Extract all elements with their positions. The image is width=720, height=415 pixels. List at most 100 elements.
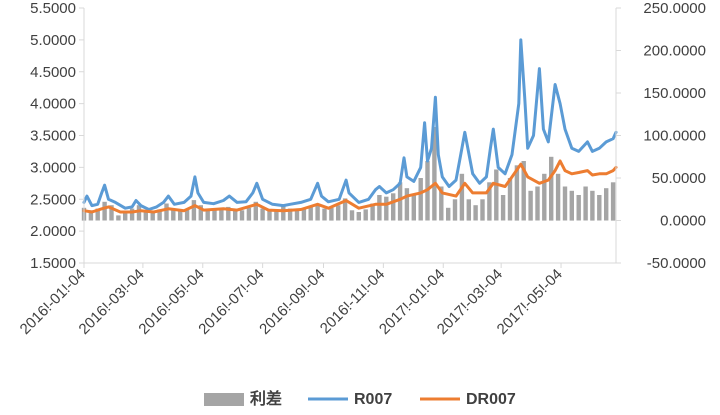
spread-bar bbox=[391, 193, 396, 221]
spread-bar bbox=[123, 212, 128, 221]
spread-bar bbox=[329, 207, 334, 221]
line-series-group bbox=[82, 38, 618, 214]
spread-bar bbox=[363, 209, 368, 221]
spread-bar bbox=[432, 127, 437, 221]
spread-bar bbox=[411, 195, 416, 221]
spread-bar bbox=[233, 209, 238, 221]
spread-bar bbox=[322, 208, 327, 221]
spread-bar bbox=[549, 156, 554, 221]
spread-bar bbox=[281, 206, 286, 221]
y-right-tick-label: 50.0000 bbox=[652, 170, 706, 187]
spread-bar bbox=[446, 207, 451, 221]
spread-bar bbox=[239, 210, 245, 221]
bar-series-spread bbox=[81, 127, 616, 221]
y-right-tick-label: 150.0000 bbox=[643, 85, 706, 102]
spread-bar bbox=[336, 205, 341, 221]
spread-bar bbox=[604, 188, 609, 221]
spread-bar bbox=[260, 208, 265, 221]
y-left-tick-label: 3.5000 bbox=[30, 128, 76, 145]
spread-bar bbox=[459, 173, 465, 221]
spread-bar bbox=[205, 209, 210, 221]
spread-bar bbox=[88, 210, 94, 221]
y-left-tick-label: 5.0000 bbox=[30, 32, 76, 49]
spread-bar bbox=[597, 195, 602, 221]
spread-bar bbox=[514, 165, 520, 221]
series-line-r007 bbox=[82, 38, 618, 211]
spread-bar bbox=[171, 209, 176, 221]
spread-bar bbox=[528, 190, 533, 221]
legend-label-spread: 利差 bbox=[250, 389, 282, 408]
spread-bar bbox=[95, 208, 100, 221]
spread-bar bbox=[542, 173, 547, 221]
spread-bar bbox=[274, 209, 279, 221]
spread-bar bbox=[610, 182, 616, 221]
spread-bar bbox=[191, 200, 197, 221]
spread-bar bbox=[308, 206, 313, 221]
y-left-tick-label: 4.0000 bbox=[30, 96, 76, 113]
series-line-dr007 bbox=[82, 159, 618, 214]
spread-bar bbox=[439, 186, 444, 221]
spread-bar bbox=[576, 195, 581, 221]
spread-bar bbox=[500, 195, 506, 221]
y-right-tick-label: 200.0000 bbox=[643, 43, 706, 60]
spread-bar bbox=[555, 173, 561, 221]
y-right-tick-label: -50.0000 bbox=[647, 255, 706, 272]
spread-bar bbox=[535, 186, 540, 221]
spread-bar bbox=[178, 210, 183, 221]
spread-bar bbox=[418, 178, 423, 221]
spread-bar bbox=[294, 209, 300, 221]
y-right-tick-label: 100.0000 bbox=[643, 128, 706, 145]
spread-bar bbox=[480, 199, 485, 221]
spread-bar bbox=[164, 203, 169, 221]
spread-bar bbox=[143, 210, 148, 221]
spread-bar bbox=[452, 199, 458, 221]
spread-bar bbox=[157, 209, 162, 221]
spread-bar bbox=[569, 190, 574, 221]
spread-bar bbox=[198, 205, 203, 221]
spread-bar bbox=[487, 182, 492, 221]
y-left-tick-label: 1.5000 bbox=[30, 255, 76, 272]
spread-bar bbox=[212, 210, 217, 221]
spread-bar bbox=[246, 207, 252, 221]
y-right-tick-label: 0.0000 bbox=[660, 213, 706, 230]
spread-bar bbox=[150, 211, 155, 221]
spread-bar bbox=[253, 201, 258, 221]
spread-bar bbox=[129, 208, 135, 221]
spread-bar bbox=[102, 201, 107, 221]
spread-bar bbox=[136, 205, 142, 221]
spread-bar bbox=[377, 195, 382, 221]
y-right-tick-label: 250.0000 bbox=[643, 0, 706, 17]
spread-bar bbox=[301, 208, 307, 221]
spread-bar bbox=[226, 206, 231, 221]
y-left-tick-label: 3.0000 bbox=[30, 159, 76, 176]
spread-bar bbox=[507, 178, 513, 221]
spread-bar bbox=[384, 196, 389, 221]
spread-bar bbox=[287, 208, 293, 221]
spread-bar bbox=[342, 198, 348, 221]
spread-bar bbox=[315, 203, 320, 221]
spread-bar bbox=[494, 169, 499, 221]
y-left-tick-label: 4.5000 bbox=[30, 64, 76, 81]
spread-bar bbox=[562, 186, 568, 221]
spread-bar bbox=[356, 212, 361, 221]
spread-bar bbox=[109, 205, 114, 221]
spread-bar bbox=[184, 208, 190, 221]
spread-bar bbox=[466, 199, 471, 221]
spread-bar bbox=[370, 203, 375, 221]
y-left-tick-label: 5.5000 bbox=[30, 0, 76, 17]
legend-swatch-spread bbox=[204, 393, 244, 406]
spread-bar bbox=[349, 210, 355, 221]
spread-bar bbox=[521, 161, 526, 221]
legend-label-dr007: DR007 bbox=[466, 391, 516, 408]
y-left-tick-label: 2.0000 bbox=[30, 223, 76, 240]
spread-bar bbox=[583, 186, 588, 221]
y-left-tick-label: 2.5000 bbox=[30, 191, 76, 208]
legend: 利差 R007 DR007 bbox=[204, 389, 516, 408]
spread-bar bbox=[219, 208, 224, 221]
spread-bar bbox=[473, 205, 478, 221]
spread-bar bbox=[116, 215, 121, 221]
spread-bar bbox=[267, 210, 272, 221]
legend-label-r007: R007 bbox=[354, 391, 392, 408]
spread-bar bbox=[404, 188, 410, 221]
